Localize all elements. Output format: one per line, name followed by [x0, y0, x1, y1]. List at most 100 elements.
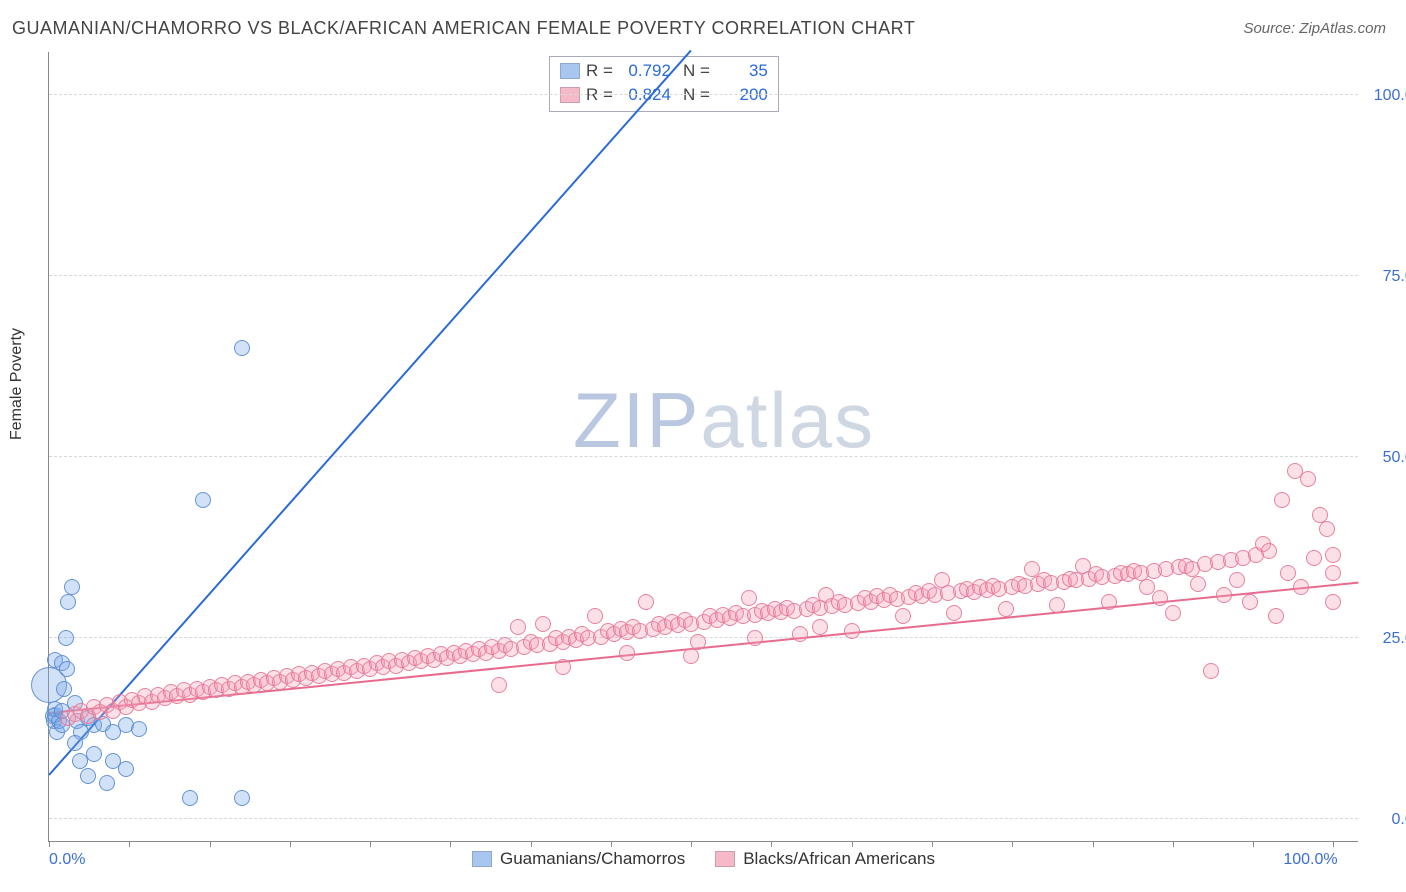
legend-item: Guamanians/Chamorros: [472, 849, 685, 869]
point-guamanians: [64, 579, 80, 595]
point-blacks: [1216, 587, 1232, 603]
x-tick-mark: [691, 841, 692, 847]
y-axis-label: Female Poverty: [8, 328, 26, 440]
point-blacks: [1319, 521, 1335, 537]
gridline: [49, 94, 1358, 95]
gridline: [49, 456, 1358, 457]
x-tick-mark: [1012, 841, 1013, 847]
point-blacks: [1049, 597, 1065, 613]
point-blacks: [895, 608, 911, 624]
chart-frame: GUAMANIAN/CHAMORRO VS BLACK/AFRICAN AMER…: [0, 0, 1406, 892]
x-tick-mark: [129, 841, 130, 847]
point-blacks: [844, 623, 860, 639]
gridline: [49, 818, 1358, 819]
stats-n-value: 200: [716, 85, 768, 105]
point-guamanians: [80, 768, 96, 784]
x-tick-mark: [531, 841, 532, 847]
x-tick-label: 0.0%: [49, 851, 85, 869]
point-guamanians: [58, 630, 74, 646]
point-blacks: [1242, 594, 1258, 610]
plot-area: ZIPatlas R =0.792N =35R =0.824N =200 Gua…: [48, 52, 1358, 842]
stats-n-label: N =: [683, 85, 710, 105]
x-tick-mark: [932, 841, 933, 847]
legend-label: Blacks/African Americans: [743, 849, 935, 869]
point-blacks: [1325, 594, 1341, 610]
point-blacks: [587, 608, 603, 624]
x-tick-mark: [290, 841, 291, 847]
x-tick-mark: [370, 841, 371, 847]
legend: Guamanians/Chamorros Blacks/African Ameri…: [49, 849, 1358, 869]
x-tick-mark: [771, 841, 772, 847]
x-tick-mark: [49, 841, 50, 847]
watermark-bold: ZIP: [573, 376, 700, 464]
point-guamanians: [86, 746, 102, 762]
x-tick-mark: [1173, 841, 1174, 847]
point-blacks: [1274, 492, 1290, 508]
point-blacks: [1165, 605, 1181, 621]
stats-box: R =0.792N =35R =0.824N =200: [549, 56, 779, 112]
point-blacks: [535, 616, 551, 632]
x-tick-mark: [1333, 841, 1334, 847]
point-blacks: [683, 648, 699, 664]
point-blacks: [1325, 547, 1341, 563]
point-blacks: [1203, 663, 1219, 679]
point-blacks: [555, 659, 571, 675]
point-guamanians: [234, 340, 250, 356]
x-tick-mark: [611, 841, 612, 847]
point-blacks: [1300, 471, 1316, 487]
x-tick-mark: [450, 841, 451, 847]
x-tick-mark: [1093, 841, 1094, 847]
y-tick-label: 100.0%: [1368, 87, 1406, 105]
stats-swatch: [560, 87, 580, 103]
x-tick-mark: [1253, 841, 1254, 847]
point-blacks: [998, 601, 1014, 617]
point-blacks: [946, 605, 962, 621]
point-blacks: [1325, 565, 1341, 581]
point-guamanians: [234, 790, 250, 806]
stats-n-value: 35: [716, 61, 768, 81]
point-blacks: [1280, 565, 1296, 581]
stats-row: R =0.824N =200: [560, 83, 768, 107]
point-blacks: [1268, 608, 1284, 624]
point-guamanians: [56, 681, 72, 697]
stats-n-label: N =: [683, 61, 710, 81]
point-blacks: [741, 590, 757, 606]
point-guamanians: [67, 735, 83, 751]
stats-r-label: R =: [586, 61, 613, 81]
point-blacks: [1101, 594, 1117, 610]
point-blacks: [1229, 572, 1245, 588]
watermark: ZIPatlas: [573, 375, 875, 466]
y-tick-label: 75.0%: [1368, 268, 1406, 286]
point-blacks: [1293, 579, 1309, 595]
y-tick-label: 50.0%: [1368, 449, 1406, 467]
point-blacks: [638, 594, 654, 610]
stats-r-value: 0.792: [619, 61, 671, 81]
point-blacks: [1152, 590, 1168, 606]
point-blacks: [792, 626, 808, 642]
point-blacks: [1261, 543, 1277, 559]
legend-swatch: [715, 851, 735, 867]
point-guamanians: [195, 492, 211, 508]
x-tick-mark: [852, 841, 853, 847]
point-guamanians: [59, 661, 75, 677]
point-blacks: [619, 645, 635, 661]
point-blacks: [812, 619, 828, 635]
legend-swatch: [472, 851, 492, 867]
point-blacks: [510, 619, 526, 635]
x-tick-mark: [210, 841, 211, 847]
point-guamanians: [118, 761, 134, 777]
gridline: [49, 275, 1358, 276]
chart-title: GUAMANIAN/CHAMORRO VS BLACK/AFRICAN AMER…: [12, 18, 915, 39]
stats-swatch: [560, 63, 580, 79]
point-blacks: [747, 630, 763, 646]
point-blacks: [1190, 576, 1206, 592]
point-guamanians: [182, 790, 198, 806]
source-label: Source: ZipAtlas.com: [1243, 20, 1386, 37]
point-guamanians: [131, 721, 147, 737]
y-tick-label: 25.0%: [1368, 630, 1406, 648]
legend-label: Guamanians/Chamorros: [500, 849, 685, 869]
point-blacks: [1306, 550, 1322, 566]
point-guamanians: [60, 594, 76, 610]
x-tick-label: 100.0%: [1283, 851, 1337, 869]
legend-item: Blacks/African Americans: [715, 849, 935, 869]
